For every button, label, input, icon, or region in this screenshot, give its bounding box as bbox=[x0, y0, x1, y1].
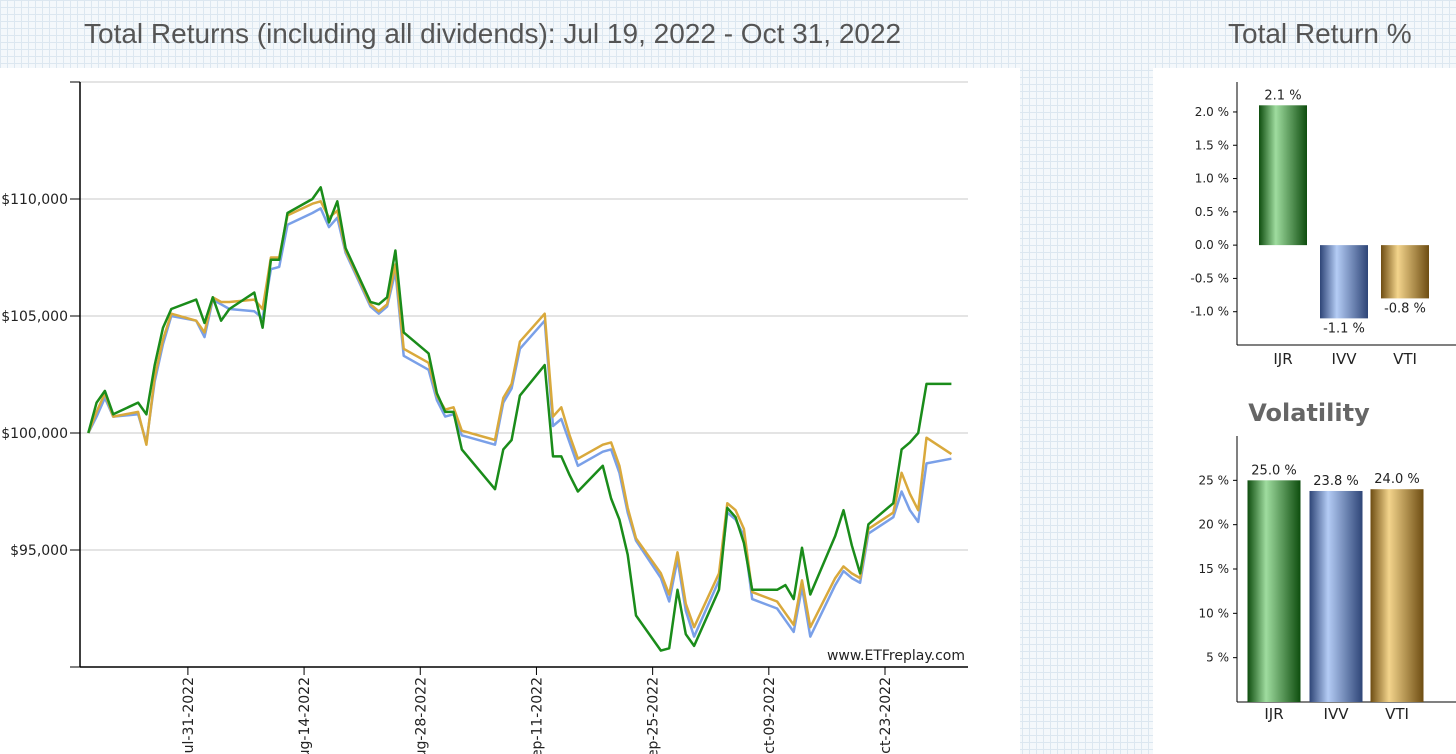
series-line-vti bbox=[87, 200, 953, 629]
bar-value-label: -0.8 % bbox=[1384, 301, 1426, 316]
bar-y-tick-label: 0.0 % bbox=[1195, 238, 1229, 252]
bar-y-tick-label: 20 % bbox=[1199, 518, 1230, 532]
bar-y-tick-label: 5 % bbox=[1206, 651, 1229, 665]
bar-category-label: IJR bbox=[1264, 705, 1283, 723]
bar-value-label: 23.8 % bbox=[1313, 474, 1358, 489]
x-tick-label: Sep-25-2022 bbox=[646, 677, 662, 754]
x-tick-label: Aug-28-2022 bbox=[413, 677, 429, 754]
bar-y-tick-label: 1.5 % bbox=[1195, 138, 1229, 152]
series-line-ijr bbox=[87, 186, 952, 652]
line-chart-x-ticks: Jul-31-2022 Aug-14-2022 Aug-28-2022 Sep-11-… bbox=[181, 677, 894, 754]
line-chart-axes bbox=[70, 81, 968, 675]
return-bar-panel: 2.0 % 1.5 % 1.0 % 0.5 % 0.0 % -0.5 % -1.0 % 2.1… bbox=[1153, 68, 1456, 390]
bar-y-tick-label: 1.0 % bbox=[1195, 172, 1229, 186]
bar-y-tick-label: 25 % bbox=[1199, 473, 1230, 487]
y-tick-label: $95,000 bbox=[10, 543, 68, 559]
watermark-text: www.ETFreplay.com bbox=[827, 648, 965, 664]
y-tick-label: $110,000 bbox=[1, 192, 68, 208]
bar-y-tick-label: 15 % bbox=[1199, 562, 1230, 576]
bar-category-label: VTI bbox=[1385, 705, 1409, 723]
line-chart-series bbox=[87, 186, 953, 652]
bar-category-label: IJR bbox=[1273, 350, 1292, 368]
bar-value-label: 24.0 % bbox=[1374, 472, 1419, 487]
volatility-title: Volatility bbox=[1248, 399, 1370, 427]
bar-y-tick-label: 0.5 % bbox=[1195, 205, 1229, 219]
line-chart-panel: $95,000 $100,000 $105,000 $110,000 Jul-31-2… bbox=[0, 68, 1020, 754]
bar-category-label: VTI bbox=[1393, 350, 1417, 368]
series-line-ivv bbox=[87, 207, 952, 638]
x-tick-label: Oct-23-2022 bbox=[878, 677, 894, 754]
volatility-bar-panel: Volatility 25 % 20 % 15 % 10 % 5 % 25.0 % IJR 2… bbox=[1153, 390, 1456, 754]
bar-y-tick-label: 10 % bbox=[1199, 606, 1230, 620]
main-chart-title: Total Returns (including all dividends):… bbox=[84, 18, 902, 49]
bar-vti bbox=[1381, 245, 1429, 299]
x-tick-label: Sep-11-2022 bbox=[529, 677, 545, 754]
y-tick-label: $100,000 bbox=[1, 426, 68, 442]
total-return-title: Total Return % bbox=[1228, 18, 1412, 49]
bar-value-label: 2.1 % bbox=[1264, 88, 1301, 103]
bar-value-label: 25.0 % bbox=[1251, 463, 1296, 478]
bar-y-tick-label: -1.0 % bbox=[1190, 305, 1229, 319]
bar-ijr bbox=[1259, 105, 1307, 246]
bar-category-label: IVV bbox=[1324, 705, 1350, 723]
x-tick-label: Aug-14-2022 bbox=[297, 677, 313, 754]
x-tick-label: Oct-09-2022 bbox=[762, 677, 778, 754]
bar-y-tick-label: -0.5 % bbox=[1190, 271, 1229, 285]
y-tick-label: $105,000 bbox=[1, 309, 68, 325]
line-chart: $95,000 $100,000 $105,000 $110,000 Jul-31-2… bbox=[1, 81, 968, 754]
volatility-bar-chart: Volatility 25 % 20 % 15 % 10 % 5 % 25.0 % IJR 2… bbox=[1199, 399, 1456, 723]
x-tick-label: Jul-31-2022 bbox=[181, 677, 197, 754]
bar-vti bbox=[1370, 489, 1424, 702]
bar-category-label: IVV bbox=[1332, 350, 1358, 368]
bar-y-tick-label: 2.0 % bbox=[1195, 105, 1229, 119]
bar-value-label: -1.1 % bbox=[1323, 321, 1365, 336]
line-chart-y-ticks: $95,000 $100,000 $105,000 $110,000 bbox=[1, 192, 68, 559]
bar-ivv bbox=[1309, 490, 1363, 702]
bar-ijr bbox=[1247, 480, 1301, 702]
return-bar-chart: 2.0 % 1.5 % 1.0 % 0.5 % 0.0 % -0.5 % -1.0 % 2.1… bbox=[1190, 82, 1456, 368]
line-chart-grid bbox=[80, 81, 968, 551]
bar-ivv bbox=[1320, 245, 1368, 319]
